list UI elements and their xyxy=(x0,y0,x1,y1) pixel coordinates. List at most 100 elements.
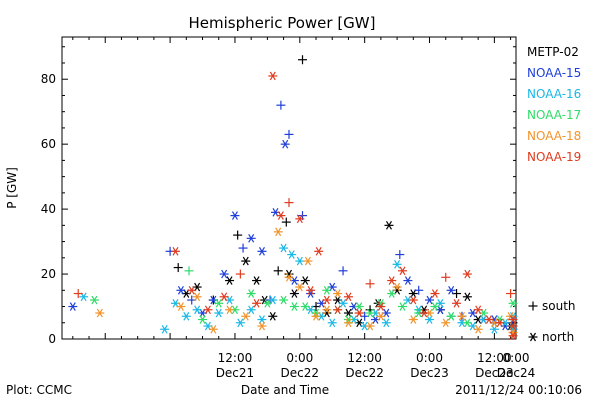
legend-south-label: south xyxy=(542,299,576,313)
point-noaa-18-north xyxy=(176,302,186,311)
point-noaa-19-north xyxy=(343,292,353,302)
legend-entry-noaa-16: NOAA-16 xyxy=(527,87,581,101)
point-noaa-17-north xyxy=(279,295,289,305)
point-noaa-18-north xyxy=(343,318,353,328)
point-noaa-18-north xyxy=(284,272,294,282)
point-metp-02-north xyxy=(268,311,278,321)
point-noaa-18-north xyxy=(408,315,418,324)
x-tick-time-label: 12:00 xyxy=(477,351,512,365)
point-noaa-16-north xyxy=(381,318,391,328)
point-metp-02-north xyxy=(225,276,235,285)
point-metp-02-north xyxy=(241,256,251,266)
point-noaa-18-north xyxy=(311,311,321,321)
point-noaa-18-north xyxy=(241,311,251,321)
point-noaa-16-north xyxy=(160,324,170,334)
point-noaa-15-north xyxy=(280,139,290,149)
point-noaa-15-north xyxy=(68,302,78,311)
point-noaa-18-north xyxy=(322,305,332,315)
point-noaa-18-north xyxy=(392,282,402,292)
x-axis-ticks: 12:00Dec210:00Dec2212:00Dec220:00Dec2312… xyxy=(72,37,536,380)
point-metp-02-north xyxy=(252,276,262,285)
point-noaa-15-north xyxy=(176,285,186,295)
point-noaa-18-north xyxy=(333,289,343,298)
x-tick-time-label: 0:00 xyxy=(286,351,313,365)
point-noaa-15-north xyxy=(230,211,240,220)
point-noaa-19-south xyxy=(506,289,516,299)
point-noaa-18-north xyxy=(441,318,451,328)
point-noaa-17-north xyxy=(398,302,407,311)
point-noaa-19-south xyxy=(365,279,375,289)
point-noaa-15-south xyxy=(338,266,348,276)
point-noaa-16-north xyxy=(257,315,267,324)
point-noaa-16-north xyxy=(214,308,224,318)
point-noaa-19-north xyxy=(419,308,429,318)
point-noaa-19-south xyxy=(73,289,83,299)
point-noaa-18-north xyxy=(257,321,267,331)
point-noaa-18-north xyxy=(365,321,375,331)
legend-north-label: north xyxy=(542,330,574,344)
point-noaa-19-north xyxy=(484,315,494,324)
point-noaa-19-north xyxy=(314,247,324,256)
point-noaa-16-north xyxy=(181,311,191,321)
legend-entry-noaa-19: NOAA-19 xyxy=(527,150,581,164)
x-tick-date-label: Dec23 xyxy=(410,366,449,380)
point-noaa-15-south xyxy=(276,100,286,110)
point-metp-02-north xyxy=(462,292,472,302)
point-noaa-19-south xyxy=(441,272,451,282)
legend-entry-noaa-17: NOAA-17 xyxy=(527,108,581,122)
point-metp-02-south xyxy=(281,217,291,227)
point-noaa-15-north xyxy=(446,285,456,295)
x-tick-date-label: Dec23 xyxy=(475,366,514,380)
point-noaa-19-north xyxy=(495,318,505,328)
point-noaa-17-north xyxy=(354,302,364,311)
x-tick-time-label: 0:00 xyxy=(416,351,443,365)
point-noaa-17-north xyxy=(214,298,224,308)
point-noaa-19-south xyxy=(235,269,245,279)
point-noaa-15-north xyxy=(425,295,435,305)
point-noaa-19-north xyxy=(452,298,462,308)
point-noaa-18-north xyxy=(473,324,483,334)
x-tick-date-label: Dec24 xyxy=(497,366,536,380)
point-metp-02-south xyxy=(273,266,283,276)
point-metp-02-north xyxy=(384,221,394,230)
point-noaa-15-south xyxy=(395,250,405,260)
point-noaa-19-north xyxy=(430,289,440,298)
point-noaa-15-north xyxy=(257,247,267,256)
point-noaa-17-north xyxy=(300,302,310,311)
point-noaa-17-north xyxy=(322,285,332,295)
point-noaa-19-north xyxy=(508,331,518,341)
point-noaa-17-north xyxy=(446,311,456,321)
point-metp-02-north xyxy=(300,276,310,285)
y-tick-label: 80 xyxy=(41,72,56,86)
point-noaa-19-north xyxy=(462,269,472,279)
point-noaa-15-south xyxy=(238,243,248,253)
series-legend: METP-02 NOAA-15 NOAA-16 NOAA-17 NOAA-18 NOAA-… xyxy=(527,45,581,164)
point-noaa-19-north xyxy=(473,305,483,315)
point-metp-02-south xyxy=(298,55,308,65)
point-noaa-15-north xyxy=(246,234,256,243)
hemisphere-legend: south north xyxy=(528,299,576,344)
point-metp-02-north xyxy=(343,308,353,318)
chart-title: Hemispheric Power [GW] xyxy=(189,14,376,32)
point-noaa-17-north xyxy=(365,308,375,318)
point-noaa-17-north xyxy=(246,289,256,298)
y-tick-label: 0 xyxy=(48,332,56,346)
point-noaa-18-north xyxy=(376,311,386,321)
point-noaa-19-north xyxy=(187,285,197,295)
point-noaa-17-north xyxy=(289,302,299,311)
point-noaa-17-north xyxy=(508,298,518,308)
point-noaa-19-north xyxy=(322,295,332,305)
point-noaa-17-north xyxy=(262,298,272,308)
legend-entry-metp-02: METP-02 xyxy=(527,45,579,59)
point-noaa-19-north xyxy=(508,321,518,331)
legend-north-symbol xyxy=(528,332,538,342)
point-noaa-16-north xyxy=(279,243,289,253)
point-metp-02-south xyxy=(233,230,243,240)
point-noaa-15-north xyxy=(219,269,229,279)
point-noaa-17-north xyxy=(387,289,397,298)
data-points xyxy=(68,55,518,341)
point-noaa-19-north xyxy=(376,302,386,311)
point-noaa-19-north xyxy=(219,292,229,302)
y-axis-label: P [GW] xyxy=(5,167,19,209)
